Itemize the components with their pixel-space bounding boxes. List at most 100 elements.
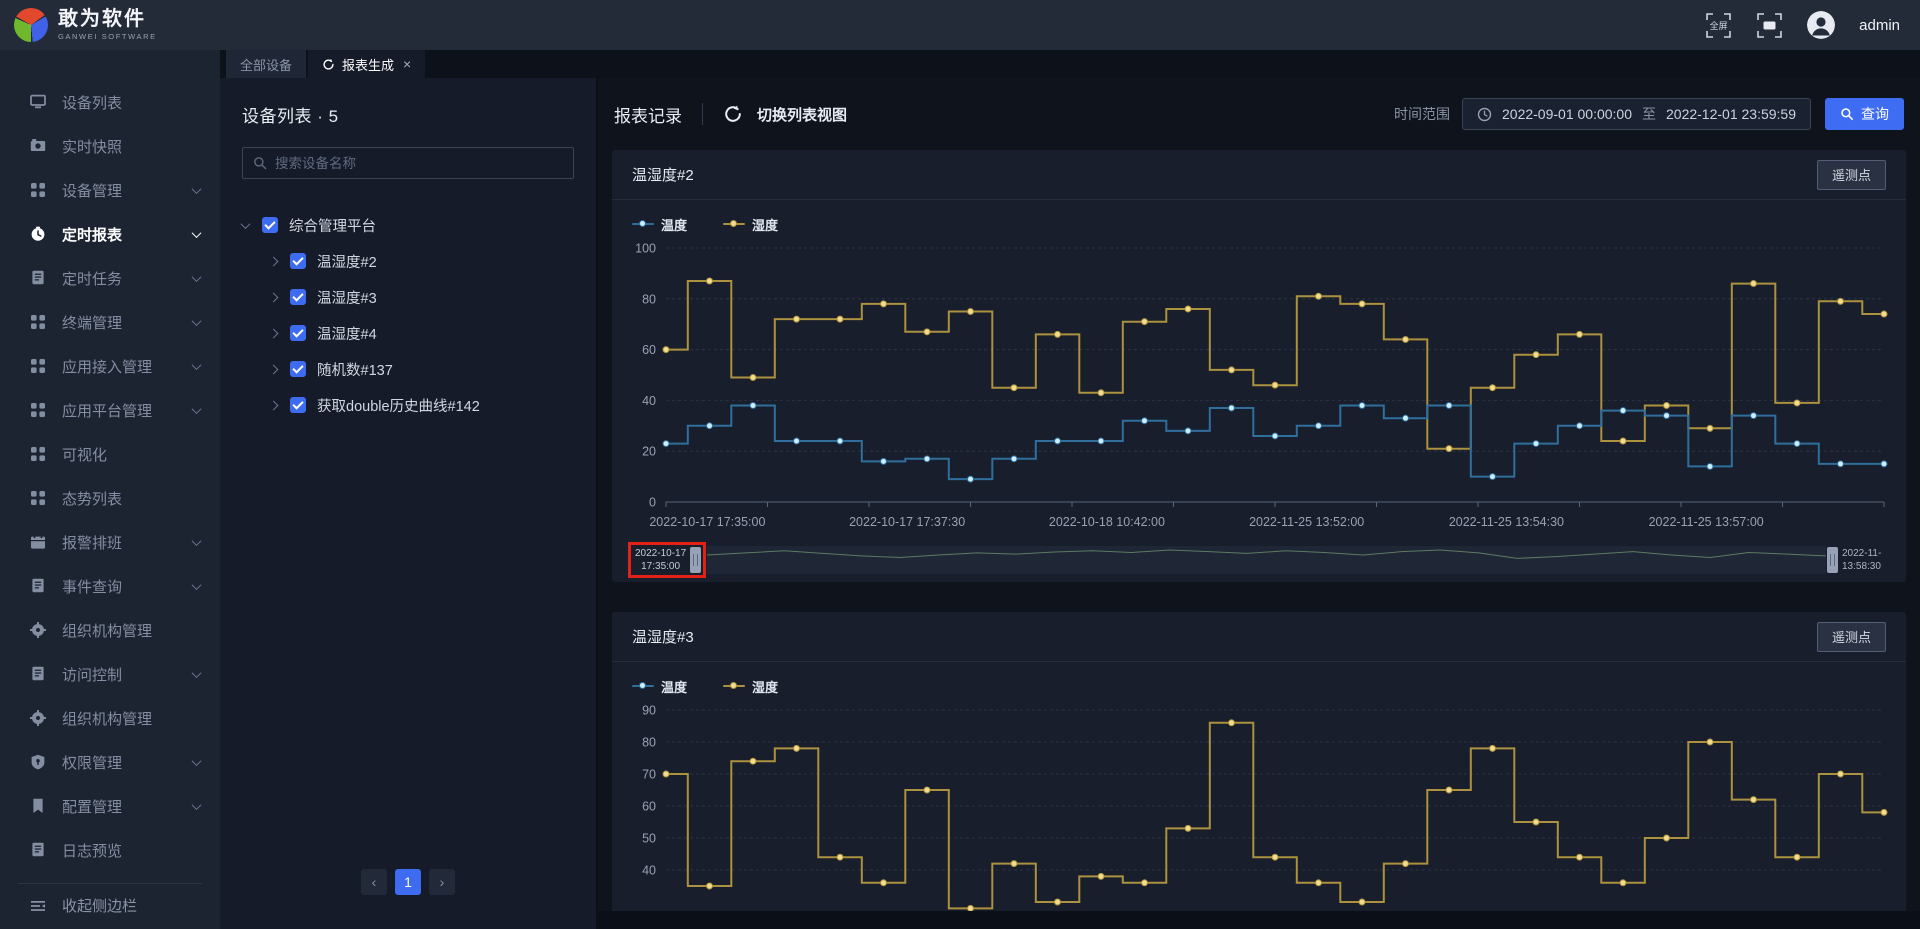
telemetry-points-button[interactable]: 遥测点 [1816,159,1886,190]
data-point[interactable] [1880,808,1888,816]
sidebar-item-permission-mgmt[interactable]: 权限管理 [0,740,220,784]
chevron-right-icon[interactable] [268,400,279,410]
data-point[interactable] [923,328,931,336]
data-point[interactable] [1097,872,1105,880]
data-point[interactable] [1793,399,1801,407]
tree-checkbox-checked[interactable] [290,361,306,377]
sidebar-item-timed-report[interactable]: 定时报表 [0,212,220,256]
data-point[interactable] [1532,440,1540,448]
sidebar-item-org-mgmt-2[interactable]: 组织机构管理 [0,696,220,740]
data-point[interactable] [1402,335,1409,343]
search-input[interactable] [275,155,563,171]
legend-item[interactable]: 湿度 [723,676,778,696]
legend-item[interactable]: 温度 [632,214,687,234]
data-point[interactable] [836,853,844,861]
username[interactable]: admin [1859,16,1900,34]
data-point[interactable] [1141,417,1148,425]
data-point[interactable] [1315,879,1322,887]
data-point[interactable] [967,475,974,483]
data-point[interactable] [1402,414,1409,422]
data-point[interactable] [1141,879,1148,887]
sidebar-item-timed-task[interactable]: 定时任务 [0,256,220,300]
data-point[interactable] [1619,407,1627,415]
chevron-right-icon[interactable] [268,328,279,338]
chevron-down-icon[interactable] [240,218,251,229]
tab-report-generate[interactable]: 报表生成 × [308,50,426,78]
data-point[interactable] [836,315,844,323]
avatar[interactable] [1807,11,1836,39]
sidebar-item-log-preview[interactable]: 日志预览 [0,828,220,872]
data-point[interactable] [1228,366,1235,374]
telemetry-points-button[interactable]: 遥测点 [1816,621,1886,652]
query-button[interactable]: 查询 [1825,98,1904,130]
data-point[interactable] [1010,860,1018,868]
data-point[interactable] [880,879,887,887]
sidebar-collapse-button[interactable]: 收起侧边栏 [18,883,202,927]
tree-item[interactable]: 随机数#137 [268,351,574,387]
sidebar-item-terminal-mgmt[interactable]: 终端管理 [0,300,220,344]
data-point[interactable] [1663,834,1670,842]
data-point[interactable] [836,437,844,445]
data-point[interactable] [1576,330,1583,338]
data-point[interactable] [1010,455,1018,463]
data-point[interactable] [1271,853,1279,861]
data-point[interactable] [749,374,757,382]
data-point[interactable] [1445,786,1453,794]
data-point[interactable] [1706,424,1714,432]
data-point[interactable] [749,401,757,409]
data-point[interactable] [1402,860,1409,868]
legend-item[interactable]: 温度 [632,676,687,696]
data-point[interactable] [662,440,670,448]
page-1-button[interactable]: 1 [395,869,421,895]
data-point[interactable] [662,346,670,354]
prev-page-button[interactable]: ‹ [361,869,387,895]
data-point[interactable] [1445,445,1453,453]
data-point[interactable] [1793,440,1801,448]
tree-item[interactable]: 温湿度#3 [268,279,574,315]
sidebar-item-config-mgmt[interactable]: 配置管理 [0,784,220,828]
sidebar-item-visualization[interactable]: 可视化 [0,432,220,476]
data-point[interactable] [706,882,713,890]
data-point[interactable] [1880,460,1888,468]
tab-all-devices[interactable]: 全部设备 [226,50,307,78]
data-point[interactable] [1010,384,1018,392]
data-point[interactable] [1576,853,1583,861]
data-point[interactable] [1489,384,1496,392]
sidebar-item-app-access-mgmt[interactable]: 应用接入管理 [0,344,220,388]
tree-checkbox-checked[interactable] [290,325,306,341]
sidebar-item-realtime-snapshot[interactable]: 实时快照 [0,124,220,168]
data-point[interactable] [1663,412,1670,420]
data-point[interactable] [1793,853,1801,861]
sidebar-item-access-control[interactable]: 访问控制 [0,652,220,696]
data-point[interactable] [706,422,713,430]
datazoom-track[interactable] [707,546,1826,574]
data-point[interactable] [1750,280,1757,288]
data-point[interactable] [1750,412,1757,420]
tree-checkbox-checked[interactable] [290,289,306,305]
data-point[interactable] [1706,462,1714,470]
data-point[interactable] [1228,719,1235,727]
data-point[interactable] [793,315,800,323]
data-point[interactable] [1532,351,1540,359]
datazoom-left-handle[interactable] [690,547,702,573]
data-point[interactable] [880,300,887,308]
data-point[interactable] [1576,422,1583,430]
legend-item[interactable]: 湿度 [723,214,778,234]
data-point[interactable] [1880,310,1888,318]
data-point[interactable] [967,308,974,315]
data-point[interactable] [1271,381,1279,389]
data-point[interactable] [1706,738,1714,746]
data-point[interactable] [1184,427,1192,435]
data-point[interactable] [1184,824,1192,832]
tree-item[interactable]: 温湿度#4 [268,315,574,351]
tree-checkbox-checked[interactable] [290,397,306,413]
chevron-right-icon[interactable] [268,256,279,266]
data-point[interactable] [923,786,931,794]
data-point[interactable] [1315,422,1322,430]
chevron-right-icon[interactable] [268,292,279,302]
chevron-right-icon[interactable] [268,364,279,374]
sidebar-item-alarm-schedule[interactable]: 报警排班 [0,520,220,564]
tree-root[interactable]: 综合管理平台 [240,207,574,243]
toggle-list-view-button[interactable]: 切换列表视图 [757,106,848,124]
data-point[interactable] [923,455,931,463]
